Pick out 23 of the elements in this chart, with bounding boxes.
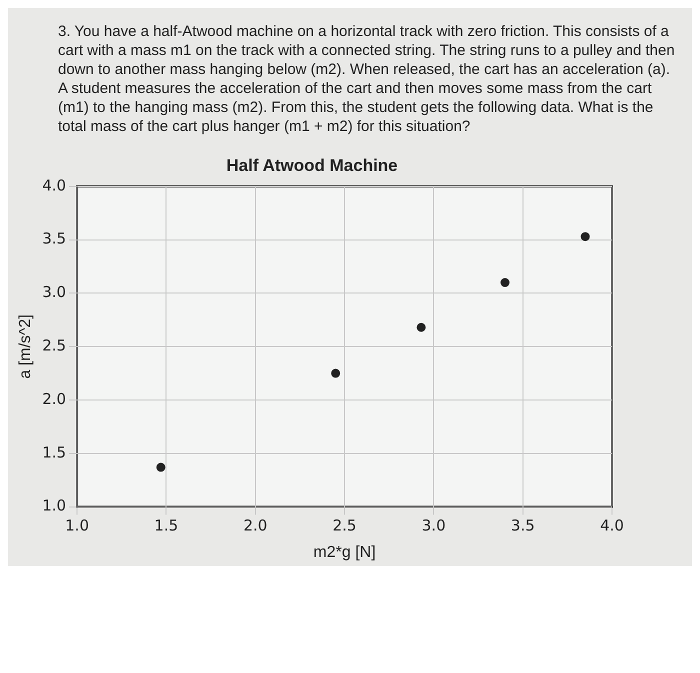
- x-tick-label: 1.0: [65, 516, 89, 535]
- point: [331, 368, 340, 378]
- x-tick-label: 1.5: [154, 516, 178, 535]
- point: [580, 232, 590, 242]
- point: [500, 278, 510, 288]
- point: [416, 322, 426, 332]
- point: [156, 462, 166, 472]
- y-tick-label: 2.0: [42, 390, 66, 408]
- chart-title: Half Atwood Machine: [226, 156, 398, 175]
- x-tick-label: 3.5: [510, 516, 535, 535]
- y-tick-label: 3.0: [42, 283, 66, 302]
- x-axis-title: m2*g [N]: [313, 544, 376, 561]
- x-tick-label: 3.0: [422, 516, 446, 535]
- y-tick-label: 1.0: [42, 496, 66, 515]
- x-tick-label: 4.0: [600, 516, 624, 535]
- y-axis-title: a [m/s^2]: [17, 314, 34, 379]
- y-tick-label: 3.5: [42, 230, 66, 248]
- y-tick-label: 2.5: [42, 336, 66, 354]
- x-tick-label: 2.5: [332, 516, 356, 535]
- y-tick-label: 4.0: [42, 176, 66, 194]
- text: 3. You have a half-Atwood machine on a horizontal track with zero friction. This consists of a cart with a mass m1 on the track with a connected string. The string runs to a pulley and then down to another mass hanging below (m2). When released, the cart has an acceleration (a). A student measures the acceleration of the cart and then moves some mass from the cart (m1) to the hanging mass (m2). From this, the student gets the following data. What is the total mass of the cart plus hanger (m1 + m2) for this situation?: [57, 22, 676, 137]
- y-tick-label: 1.5: [42, 443, 66, 462]
- x-tick-label: 2.0: [243, 516, 268, 535]
